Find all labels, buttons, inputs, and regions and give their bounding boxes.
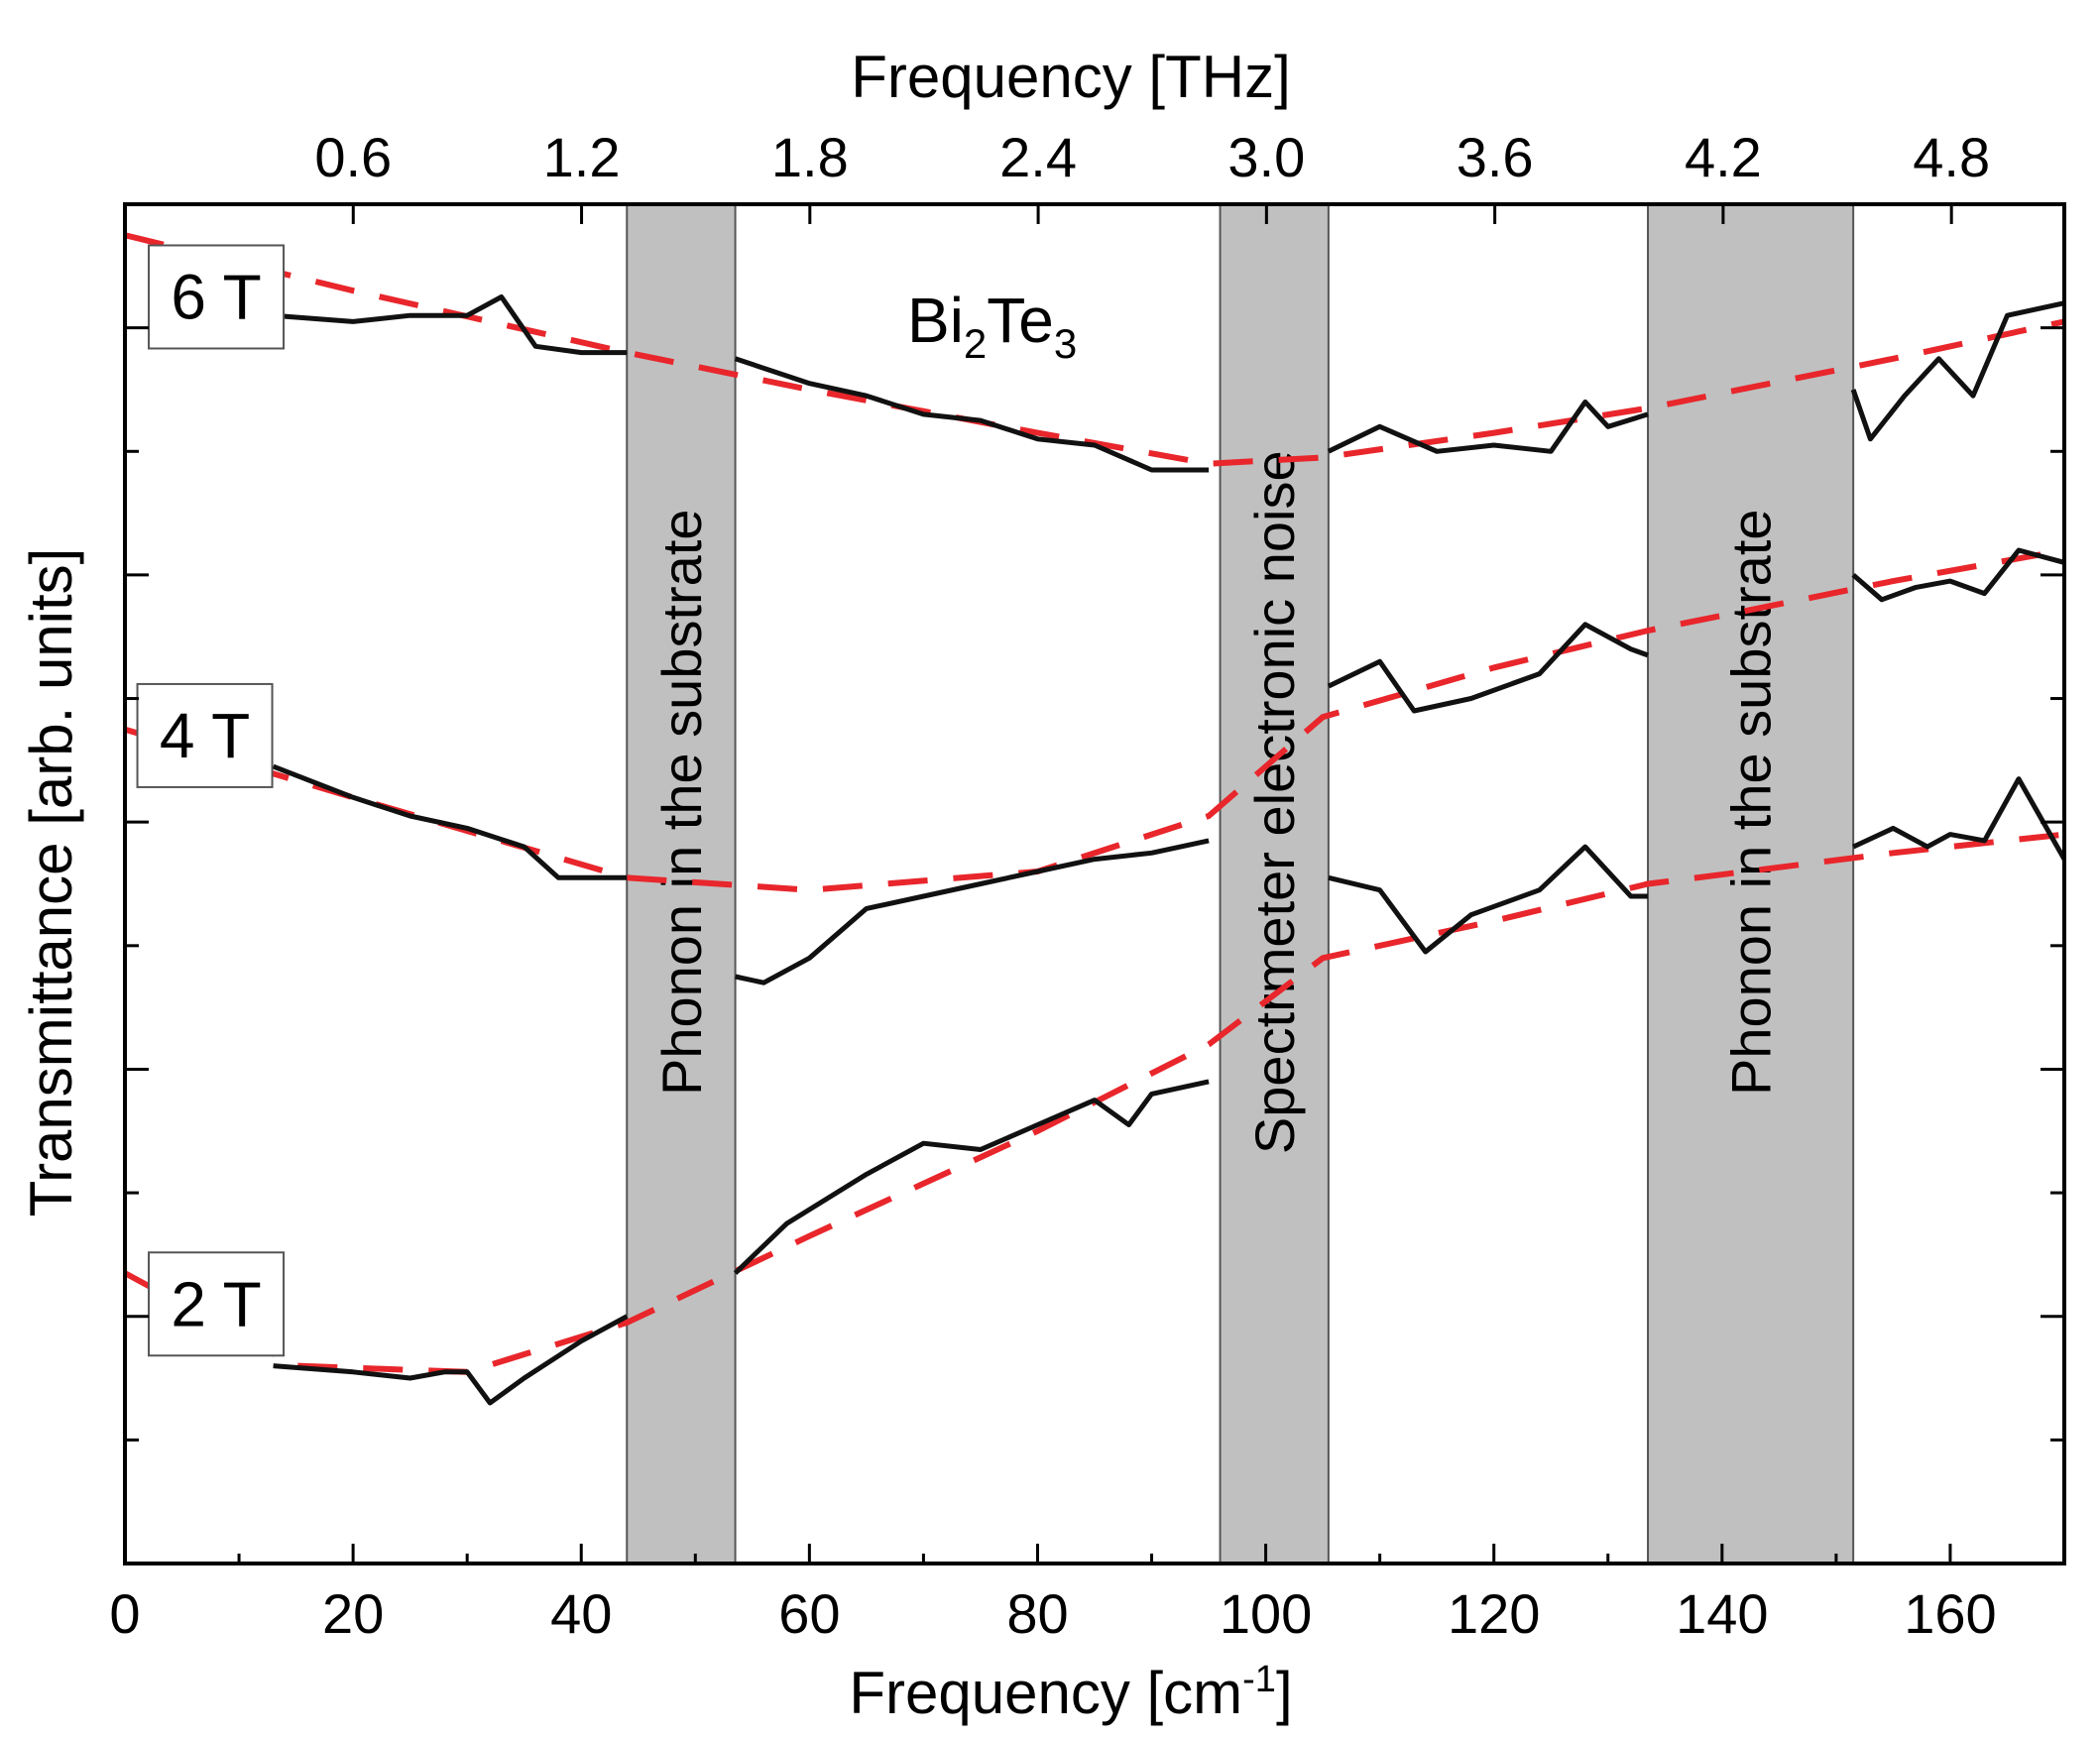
- series-label-box-4t: [136, 682, 274, 788]
- data-curves: 6 T 4 T 2 T: [125, 232, 2064, 1406]
- material-base: Bi: [907, 285, 964, 356]
- material-mid: Te: [987, 285, 1054, 356]
- x2-tick-label: 2.4: [999, 126, 1077, 188]
- top-axis-title: Frequency [THz]: [851, 44, 1290, 110]
- material-label: Bi2Te3: [907, 285, 1077, 367]
- bottom-axis-title-text: Frequency [cm: [849, 1660, 1242, 1726]
- excluded-bands: Phonon in the substrate Spectrmeter elect…: [626, 203, 1855, 1565]
- material-sub2: 3: [1054, 320, 1077, 367]
- x-tick-label: 0: [109, 1582, 140, 1645]
- measured-line-4t-seg-4: [1851, 547, 2064, 603]
- x-tick-label: 120: [1448, 1582, 1540, 1645]
- x-tick-label: 40: [550, 1582, 612, 1645]
- bottom-axis-title-sup: -1: [1242, 1659, 1276, 1700]
- axis-ticks: 0 20 40 60 80 100 120 140 160 0.6 1.2 1.8 2.4 3.0 3.6 4…: [109, 126, 2064, 1645]
- series-label-box-2t: [148, 1251, 286, 1357]
- x-tick-label: 140: [1676, 1582, 1768, 1645]
- measured-line-6t-seg-3: [1327, 399, 1649, 454]
- fit-line-4t: [125, 547, 2064, 893]
- x2-tick-label: 4.8: [1913, 126, 1990, 188]
- measured-line-4t-seg-3: [1327, 622, 1649, 714]
- x-tick-label: 20: [322, 1582, 384, 1645]
- measured-line-4t-seg-2: [735, 838, 1210, 985]
- measured-line-4t-seg-1: [272, 763, 628, 880]
- x2-tick-label: 1.2: [543, 126, 621, 188]
- measured-line-6t-seg-1: [273, 294, 628, 356]
- x2-tick-label: 0.6: [314, 126, 392, 188]
- excluded-band-2: [1219, 203, 1330, 1565]
- bottom-axis-title-close: ]: [1276, 1660, 1293, 1726]
- fit-line-6t: [125, 232, 2064, 467]
- series-label-box-6t: [148, 244, 286, 350]
- y-axis-title: Transmittance [arb. units]: [18, 548, 84, 1217]
- series-label-6t: 6 T: [171, 261, 261, 332]
- excluded-band-label-3: Phonon in the substrate: [1720, 509, 1783, 1096]
- series-label-4t: 4 T: [160, 700, 250, 771]
- x-tick-label: 60: [778, 1582, 840, 1645]
- x-tick-label: 80: [1006, 1582, 1068, 1645]
- x2-tick-label: 1.8: [771, 126, 849, 188]
- x-tick-label: 160: [1904, 1582, 1996, 1645]
- measured-line-6t-seg-2: [734, 356, 1210, 473]
- measured-line-2t-seg-1: [273, 1314, 629, 1406]
- excluded-band-label-1: Phonon in the substrate: [650, 509, 713, 1096]
- material-sub1: 2: [964, 320, 987, 367]
- x2-tick-label: 3.6: [1457, 126, 1534, 188]
- x2-tick-label: 3.0: [1227, 126, 1305, 188]
- plot-frame: [123, 202, 2066, 1565]
- measured-line-2t-seg-3: [1328, 844, 1648, 955]
- bottom-axis-title: Frequency [cm-1]: [849, 1659, 1292, 1726]
- x-tick-label: 100: [1220, 1582, 1312, 1645]
- measured-line-2t-seg-4: [1852, 776, 2064, 861]
- measured-line-6t-seg-4: [1850, 300, 2064, 442]
- excluded-band-label-2: Spectrmeter electronic noise: [1243, 450, 1306, 1154]
- series-label-2t: 2 T: [171, 1268, 261, 1339]
- x2-tick-label: 4.2: [1685, 126, 1762, 188]
- measured-line-2t-seg-2: [733, 1079, 1210, 1275]
